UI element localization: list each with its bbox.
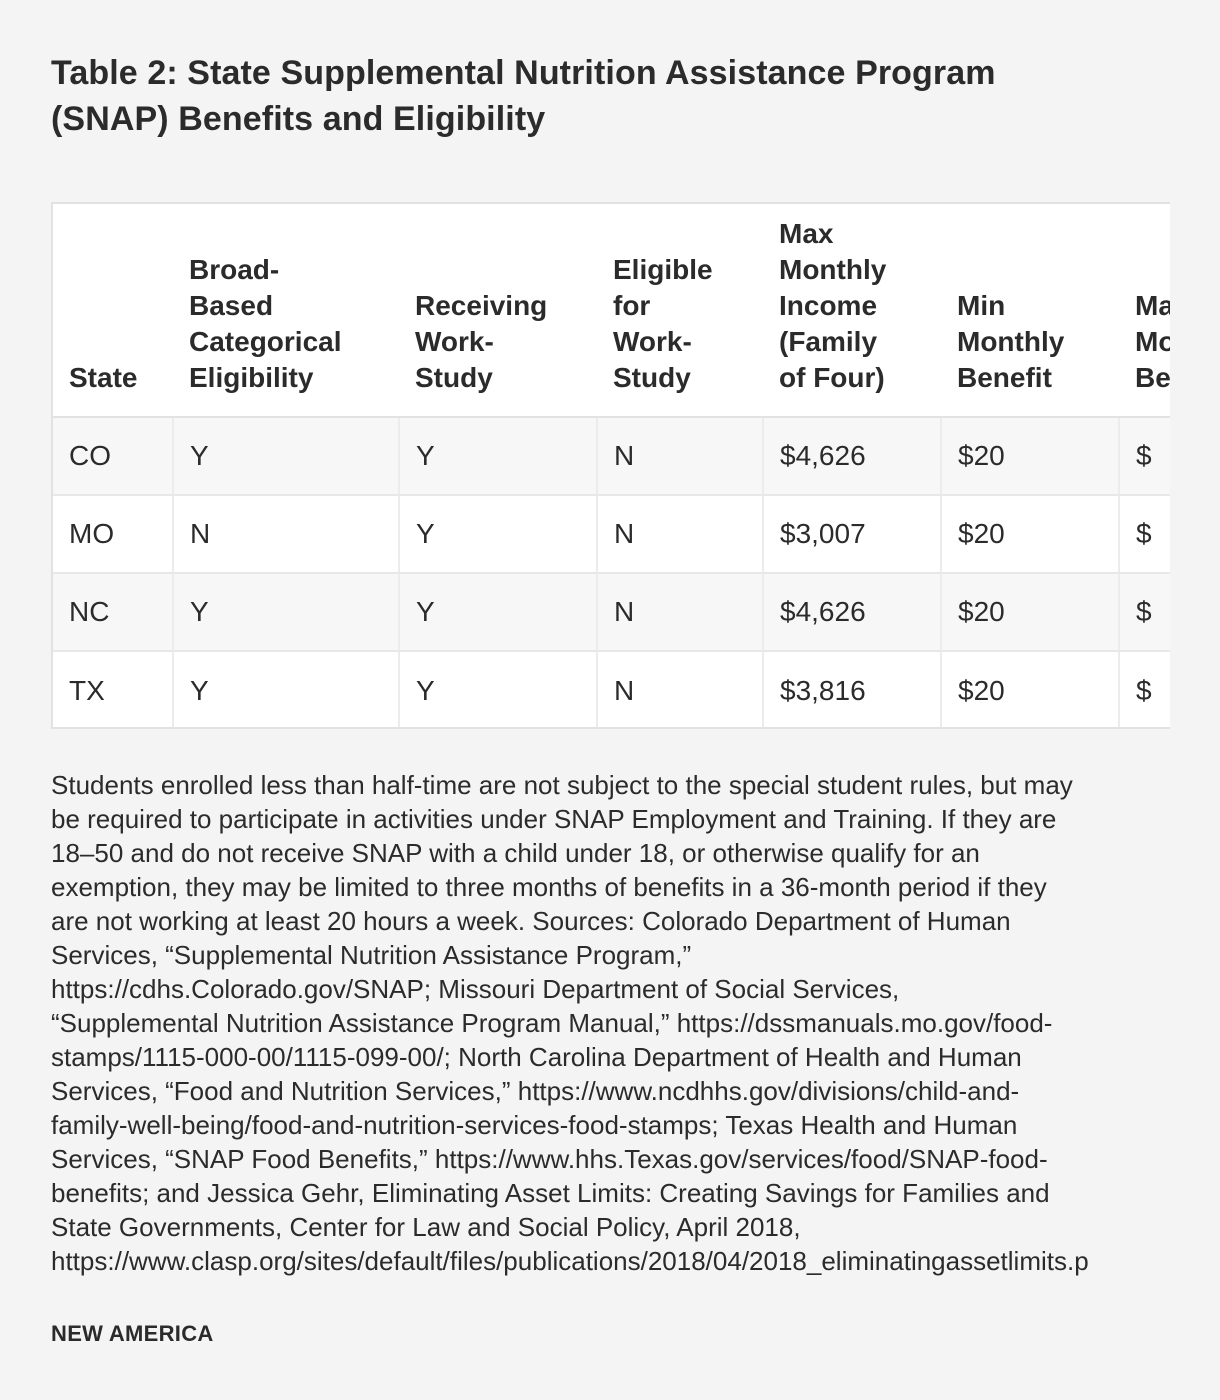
table-header-row: State Broad- Based Categorical Eligibility Re…	[53, 204, 1170, 418]
table-notes: Students enrolled less than half-time ar…	[51, 768, 1220, 1278]
notes-line: Services, “Food and Nutrition Services,”…	[51, 1076, 1020, 1106]
notes-line: stamps/1115-000-00/1115-099-00/; North C…	[51, 1042, 1022, 1072]
table-row: NC Y Y N $4,626 $20 $	[53, 573, 1170, 652]
table-cell: $4,626	[763, 417, 942, 496]
table-cell: $	[1119, 651, 1170, 727]
column-header-line: Benefit	[957, 362, 1052, 393]
title-line-2: (SNAP) Benefits and Eligibility	[51, 100, 546, 138]
column-header-line: Based	[189, 290, 274, 321]
table-row: MO N Y N $3,007 $20 $	[53, 495, 1170, 574]
notes-line: “Supplemental Nutrition Assistance Progr…	[51, 1008, 1053, 1038]
table-cell: Y	[399, 417, 598, 496]
column-header-line: Monthly	[957, 326, 1065, 357]
table-cell: N	[597, 417, 764, 496]
table-cell: N	[597, 495, 764, 574]
column-header-line: Min	[957, 290, 1006, 321]
notes-line: State Governments, Center for Law and So…	[51, 1212, 801, 1242]
table-cell: Y	[399, 651, 598, 727]
table-cell: NC	[53, 573, 174, 652]
notes-line: benefits; and Jessica Gehr, Eliminating …	[51, 1178, 1050, 1208]
column-header-line: Monthly	[779, 254, 887, 285]
table-cell: $	[1119, 417, 1170, 496]
column-header: Eligible for Work- Study	[597, 204, 763, 418]
brand-logo-text: NEW AMERICA	[51, 1321, 214, 1346]
notes-line: Services, “SNAP Food Benefits,” https://…	[51, 1144, 1048, 1174]
column-header-line: Benefit	[1135, 362, 1170, 393]
table-cell: N	[173, 495, 400, 574]
column-header-line: State	[69, 362, 138, 393]
notes-line: https://www.clasp.org/sites/default/file…	[51, 1246, 1089, 1276]
column-header: Max Monthly Benefit	[1119, 204, 1170, 418]
notes-line: be required to participate in activities…	[51, 804, 1057, 834]
column-header-line: Max	[1135, 290, 1170, 321]
table-row: TX Y Y N $3,816 $20 $	[53, 651, 1170, 727]
table-cell: Y	[173, 573, 400, 652]
column-header-line: for	[613, 290, 651, 321]
notes-line: https://cdhs.Colorado.gov/SNAP; Missouri…	[51, 974, 900, 1004]
column-header-line: Eligibility	[189, 362, 314, 393]
table-cell: $4,626	[763, 573, 942, 652]
column-header-line: Broad-	[189, 254, 280, 285]
table-cell: $3,816	[763, 651, 942, 727]
notes-line: Services, “Supplemental Nutrition Assist…	[51, 940, 692, 970]
column-header-line: of Four)	[779, 362, 885, 393]
snap-table-container[interactable]: State Broad- Based Categorical Eligibility Re…	[51, 202, 1170, 729]
notes-line: Students enrolled less than half-time ar…	[51, 770, 1073, 800]
table-cell: CO	[53, 417, 174, 496]
column-header-line: Max	[779, 218, 834, 249]
column-header: State	[53, 204, 173, 418]
notes-line: family-well-being/food-and-nutrition-ser…	[51, 1110, 1018, 1140]
table-cell: Y	[399, 573, 598, 652]
table-cell: $	[1119, 573, 1170, 652]
column-header-line: Study	[415, 362, 493, 393]
table-cell: N	[597, 573, 764, 652]
column-header: Receiving Work- Study	[399, 204, 597, 418]
column-header: Min Monthly Benefit	[941, 204, 1119, 418]
table-cell: Y	[173, 651, 400, 727]
table-cell: $20	[941, 573, 1120, 652]
table-cell: $20	[941, 651, 1120, 727]
column-header: Broad- Based Categorical Eligibility	[173, 204, 399, 418]
title-line-1: Table 2: State Supplemental Nutrition As…	[51, 54, 996, 92]
column-header-line: Eligible	[613, 254, 713, 285]
column-header: Max Monthly Income (Family of Four)	[763, 204, 941, 418]
column-header-line: Income	[779, 290, 878, 321]
table-cell: Y	[173, 417, 400, 496]
table-row: CO Y Y N $4,626 $20 $	[53, 417, 1170, 496]
notes-line: are not working at least 20 hours a week…	[51, 906, 1011, 936]
column-header-line: Monthly	[1135, 326, 1170, 357]
column-header-line: (Family	[779, 326, 878, 357]
page-title: Table 2: State Supplemental Nutrition As…	[51, 50, 1161, 142]
snap-table: State Broad- Based Categorical Eligibility Re…	[53, 204, 1170, 727]
column-header-line: Study	[613, 362, 691, 393]
table-cell: TX	[53, 651, 174, 727]
table-body: CO Y Y N $4,626 $20 $ MO N Y N $3,007 $20 $ NC Y Y N $4,62…	[53, 417, 1170, 727]
column-header-line: Work-	[415, 326, 494, 357]
table-cell: Y	[399, 495, 598, 574]
table-cell: $20	[941, 495, 1120, 574]
table-cell: $20	[941, 417, 1120, 496]
column-header-line: Work-	[613, 326, 692, 357]
column-header-line: Categorical	[189, 326, 342, 357]
table-cell: MO	[53, 495, 174, 574]
notes-line: exemption, they may be limited to three …	[51, 872, 1047, 902]
notes-line: 18–50 and do not receive SNAP with a chi…	[51, 838, 980, 868]
table-cell: $	[1119, 495, 1170, 574]
table-cell: N	[597, 651, 764, 727]
column-header-line: Receiving	[415, 290, 548, 321]
table-cell: $3,007	[763, 495, 942, 574]
